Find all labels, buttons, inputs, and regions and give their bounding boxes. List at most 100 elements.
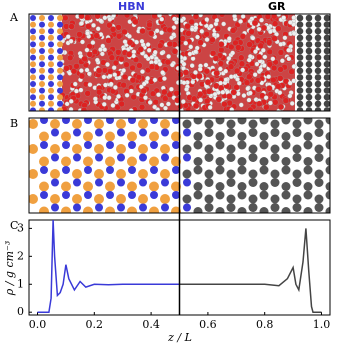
molecule	[169, 86, 174, 92]
molecule	[79, 68, 84, 73]
molecule	[191, 95, 198, 102]
gr-atom	[305, 107, 313, 111]
gr-atom	[323, 47, 330, 55]
hbn-atom	[39, 107, 45, 111]
lattice-atom	[215, 132, 225, 141]
lattice-atom	[193, 190, 203, 200]
hbn-atom	[48, 54, 54, 61]
molecule	[250, 35, 256, 41]
molecule	[78, 87, 84, 93]
molecule	[105, 62, 110, 67]
molecule	[70, 68, 78, 75]
molecule	[111, 14, 117, 18]
hbn-atom	[30, 21, 36, 28]
y-tick-label: 1	[17, 277, 24, 290]
lattice-atom	[161, 128, 169, 137]
gr-atom	[323, 27, 330, 35]
gr-atom	[314, 47, 322, 55]
lattice-atom	[117, 128, 125, 137]
lattice-atom	[259, 207, 269, 213]
lattice-atom	[182, 169, 192, 179]
molecule	[128, 88, 134, 94]
molecule	[161, 88, 168, 96]
molecule	[95, 26, 101, 32]
hbn-atom	[30, 34, 36, 41]
molecule	[221, 21, 227, 27]
molecule	[118, 100, 125, 108]
molecule	[205, 88, 213, 95]
gr-atom	[305, 54, 313, 61]
molecule	[78, 14, 85, 20]
gr-atom	[314, 34, 322, 42]
lattice-atom	[50, 194, 60, 204]
molecule	[162, 95, 169, 102]
molecule	[277, 75, 284, 82]
lattice-atom	[72, 119, 82, 129]
y-tick-label: 3	[17, 221, 24, 234]
molecule	[230, 89, 237, 96]
hbn-atom	[30, 48, 36, 54]
hbn-atom	[48, 74, 54, 81]
gr-atom	[314, 41, 322, 48]
lattice-atom	[40, 118, 48, 124]
molecule	[86, 51, 93, 58]
hbn-atom	[48, 21, 54, 28]
lattice-atom	[62, 166, 70, 174]
hbn-atom	[57, 87, 63, 94]
molecule	[78, 53, 84, 59]
hbn-atom	[30, 74, 36, 81]
gr-atom	[305, 14, 313, 22]
lattice-atom	[325, 182, 330, 191]
molecule	[247, 106, 254, 111]
lattice-atom	[128, 141, 136, 149]
molecule	[130, 93, 137, 101]
molecule	[91, 23, 96, 28]
molecule	[143, 95, 148, 101]
hbn-atom	[39, 54, 45, 61]
gr-atom	[323, 67, 330, 75]
gr-atom	[296, 47, 304, 55]
hbn-atom	[57, 61, 63, 68]
hbn-atom	[57, 34, 63, 41]
molecule	[105, 37, 112, 44]
gr-atom	[296, 67, 304, 75]
molecule	[129, 64, 136, 72]
gr-atom	[314, 80, 322, 88]
molecule	[166, 101, 171, 107]
molecule	[181, 80, 187, 86]
gr-atom	[323, 54, 330, 61]
molecule	[101, 101, 107, 107]
lattice-atom	[193, 207, 203, 213]
molecule	[252, 72, 258, 78]
molecule	[136, 62, 143, 69]
molecule	[141, 81, 147, 87]
gr-atom	[305, 21, 313, 28]
lattice-atom	[62, 191, 70, 199]
hbn-atom	[30, 28, 36, 35]
molecule	[188, 18, 195, 26]
molecule	[108, 54, 116, 61]
molecule	[215, 96, 222, 103]
molecule	[212, 55, 220, 62]
lattice-atom	[51, 128, 59, 137]
lattice-atom	[83, 181, 93, 192]
lattice-atom	[40, 141, 48, 149]
molecule	[86, 43, 93, 50]
molecule	[246, 97, 252, 103]
lattice-atom	[337, 153, 346, 162]
hbn-atom	[39, 34, 45, 41]
lattice-atom	[204, 144, 214, 154]
lattice-atom	[237, 118, 247, 125]
hbn-atom	[57, 100, 63, 107]
molecule	[266, 74, 272, 80]
lattice-atom	[337, 178, 346, 187]
hbn-atom	[30, 100, 36, 107]
molecule	[94, 14, 101, 20]
gr-atom	[314, 60, 322, 68]
molecule	[84, 47, 90, 53]
lattice-atom	[73, 153, 81, 162]
hbn-atom	[39, 74, 45, 81]
lattice-atom	[204, 119, 214, 129]
hbn-atom	[30, 67, 36, 74]
lattice-atom	[116, 144, 126, 154]
